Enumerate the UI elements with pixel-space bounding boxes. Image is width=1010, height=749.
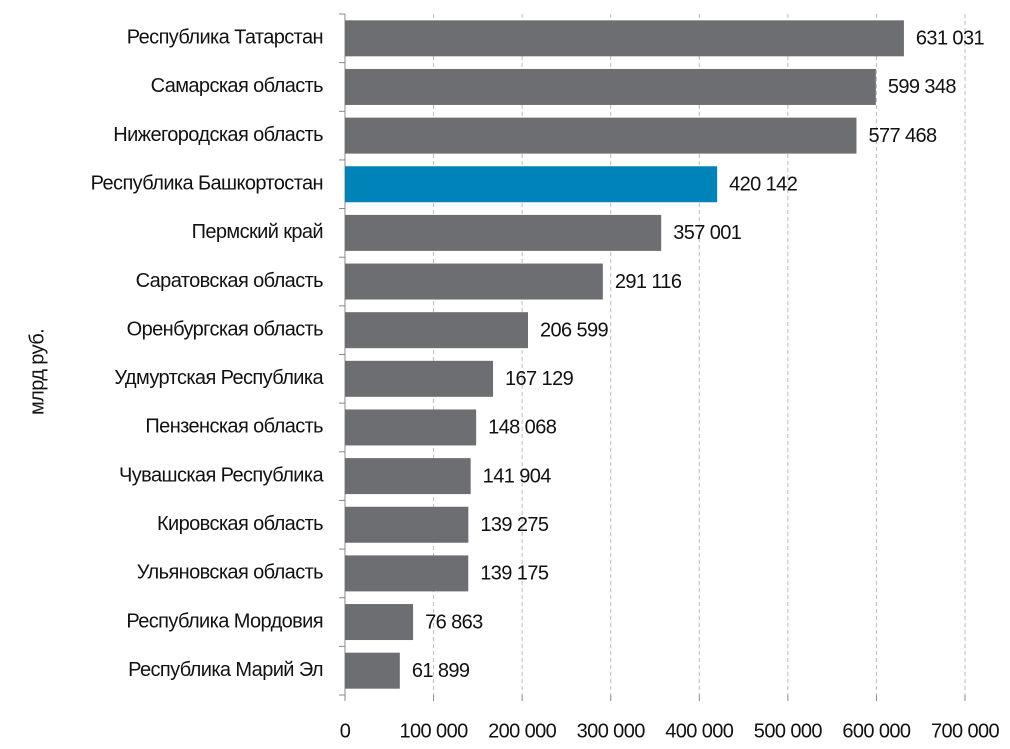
value-label: 599 348 — [888, 76, 957, 98]
y-tick-label: Республика Марий Эл — [128, 659, 323, 681]
y-tick-label: Самарская область — [151, 75, 324, 97]
bar — [345, 312, 528, 349]
bar — [345, 263, 603, 300]
value-label: 139 175 — [480, 563, 549, 585]
bar — [345, 652, 400, 689]
y-tick-label: Пензенская область — [145, 416, 323, 438]
bar — [345, 68, 876, 105]
x-tick-label: 0 — [340, 720, 351, 742]
value-label: 357 001 — [673, 222, 742, 244]
y-tick-label: Пермский край — [192, 221, 323, 243]
x-tick-label: 600 000 — [842, 720, 911, 742]
x-tick-label: 500 000 — [754, 720, 823, 742]
y-tick-label: Ульяновская область — [137, 562, 323, 584]
value-label: 291 116 — [615, 271, 682, 293]
x-tick-label: 400 000 — [665, 720, 734, 742]
x-tick-label: 300 000 — [577, 720, 646, 742]
x-tick-label: 100 000 — [400, 720, 469, 742]
y-tick-label: Республика Мордовия — [126, 610, 323, 632]
bar — [345, 604, 414, 641]
value-label: 61 899 — [412, 660, 470, 682]
value-label: 167 129 — [505, 368, 574, 390]
y-tick-label: Республика Башкортостан — [91, 173, 323, 195]
value-label: 420 142 — [729, 174, 798, 196]
value-label: 139 275 — [480, 514, 549, 536]
value-label: 206 599 — [540, 319, 609, 341]
bar — [345, 506, 469, 543]
y-axis-label: млрд руб. — [26, 329, 48, 415]
value-label: 76 863 — [425, 611, 483, 633]
y-tick-label: Саратовская область — [136, 270, 324, 292]
x-tick-label: 200 000 — [488, 720, 557, 742]
y-tick-label: Чувашская Республика — [119, 464, 324, 486]
bar — [345, 214, 662, 251]
x-tick-label: 700 000 — [931, 720, 1000, 742]
value-label: 631 031 — [916, 28, 985, 50]
y-tick-label: Удмуртская Республика — [114, 367, 324, 389]
bar — [345, 360, 494, 397]
bar — [345, 555, 469, 592]
y-tick-label: Кировская область — [157, 513, 323, 535]
y-tick-label: Республика Татарстан — [127, 27, 323, 49]
bar — [345, 409, 477, 446]
y-tick-label: Оренбургская область — [127, 318, 324, 340]
bar — [345, 166, 718, 203]
value-label: 141 904 — [483, 465, 552, 487]
value-label: 148 068 — [488, 417, 557, 439]
bar — [345, 20, 904, 57]
bar — [345, 458, 471, 495]
value-label: 577 468 — [868, 125, 937, 147]
y-tick-label: Нижегородская область — [113, 124, 323, 146]
bar — [345, 117, 857, 154]
